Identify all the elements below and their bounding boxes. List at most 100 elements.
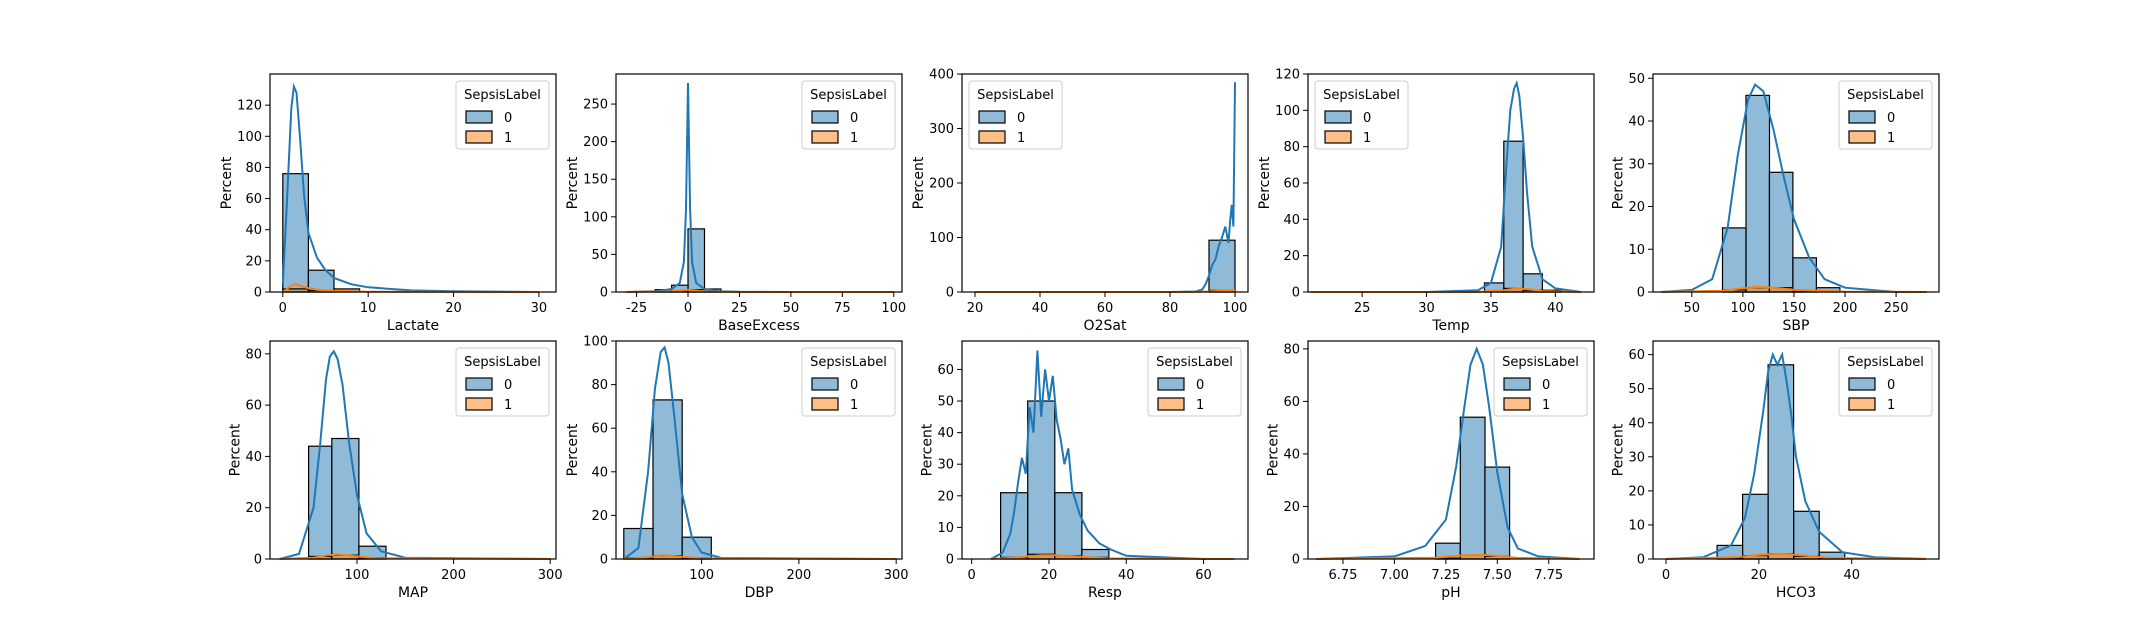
x-tick-label: 300: [538, 568, 563, 583]
kde-curve-series-1: [279, 553, 551, 560]
kde-curve-series-0: [990, 350, 1235, 560]
y-tick-label: 100: [583, 210, 608, 225]
kde-curve-series-0: [975, 82, 1236, 293]
x-tick-label: 25: [731, 301, 748, 316]
legend-swatch-0: [1848, 110, 1876, 124]
legend: SepsisLabel 0 1: [1314, 80, 1409, 150]
y-tick-label: 0: [1637, 286, 1645, 301]
legend-title: SepsisLabel: [810, 88, 887, 103]
y-tick-label: 100: [583, 335, 608, 350]
y-tick-label: 60: [1283, 177, 1300, 192]
legend-swatch-0: [1848, 377, 1876, 391]
x-tick-label: 40: [1843, 568, 1860, 583]
legend: SepsisLabel 0 1: [455, 347, 550, 417]
y-tick-label: 40: [245, 450, 262, 465]
bar-series-0-bin-2: [1767, 364, 1795, 560]
y-tick-label: 80: [245, 161, 262, 176]
x-tick-label: 40: [1118, 568, 1135, 583]
y-tick-label: 40: [937, 426, 954, 441]
y-tick-label: 60: [245, 399, 262, 414]
bar-series-0-bin-1: [652, 399, 683, 560]
legend-swatch-0: [1324, 110, 1352, 124]
subplot-baseexcess: -25 0 25 50 75 100 0 50 100 150 200 250 BaseExcess Pe…: [565, 73, 906, 334]
x-axis-label: Temp: [1431, 318, 1469, 334]
y-axis-label: Percent: [227, 423, 243, 476]
y-tick-label: 50: [1628, 72, 1645, 87]
y-axis-label: Percent: [1257, 156, 1273, 209]
axes-frame: [615, 340, 903, 560]
x-tick-label: 100: [881, 301, 906, 316]
y-tick-label: 200: [929, 177, 954, 192]
x-tick-label: 250: [1884, 301, 1909, 316]
subplot-dbp: 100 200 300 0 20 40 60 80 100 DBP Percent SepsisLab…: [565, 335, 908, 602]
y-tick-label: 80: [1283, 342, 1300, 357]
x-tick-label: 30: [1418, 301, 1435, 316]
legend-title: SepsisLabel: [464, 88, 541, 103]
bar-series-0-bin-2: [1768, 171, 1794, 293]
x-tick-label: 40: [1032, 301, 1049, 316]
x-tick-label: 300: [884, 568, 909, 583]
legend-entry-0: 0: [504, 111, 512, 126]
y-tick-label: 50: [1628, 382, 1645, 397]
y-tick-label: 0: [1292, 286, 1300, 301]
y-tick-label: 100: [929, 231, 954, 246]
legend-entry-1: 1: [1542, 398, 1550, 413]
legend-title: SepsisLabel: [1847, 355, 1924, 370]
legend-swatch-1: [1324, 130, 1352, 144]
y-tick-label: 100: [237, 130, 262, 145]
subplot-hco3: 0 20 400102030405060HCO3PercentSepsisLabel…: [1610, 340, 1940, 601]
x-axis-label: Resp: [1088, 585, 1122, 601]
x-axis-label: HCO3: [1776, 585, 1816, 601]
legend-entry-0: 0: [1887, 111, 1895, 126]
legend-title: SepsisLabel: [1323, 88, 1400, 103]
y-axis-label: Percent: [911, 156, 927, 209]
kde-curve-series-0: [281, 82, 539, 293]
y-tick-label: 300: [929, 122, 954, 137]
x-tick-label: 60: [1097, 301, 1114, 316]
x-tick-label: 6.75: [1329, 568, 1358, 583]
legend-entry-0: 0: [1887, 378, 1895, 393]
x-tick-label: 80: [1162, 301, 1179, 316]
x-tick-label: 7.75: [1534, 568, 1563, 583]
x-tick-label: 25: [1354, 301, 1371, 316]
y-tick-label: 0: [1637, 553, 1645, 568]
x-tick-label: 20: [1751, 568, 1768, 583]
legend-swatch-0: [811, 377, 839, 391]
x-tick-label: 40: [1547, 301, 1564, 316]
x-tick-label: 200: [441, 568, 466, 583]
y-tick-label: 50: [591, 248, 608, 263]
y-tick-label: 0: [946, 553, 954, 568]
y-tick-label: 100: [1275, 104, 1300, 119]
x-tick-label: 50: [1684, 301, 1701, 316]
legend-title: SepsisLabel: [464, 355, 541, 370]
legend: SepsisLabel 0 1: [455, 80, 550, 150]
x-tick-label: 100: [1223, 301, 1248, 316]
kde-curve-series-0: [623, 345, 897, 560]
legend-swatch-1: [465, 397, 493, 411]
y-tick-label: 80: [1283, 140, 1300, 155]
subplot-sbp: 50 100 150 200 25001020304050SBPPercentSepsi…: [1610, 72, 1940, 334]
y-tick-label: 80: [245, 347, 262, 362]
y-axis-label: Percent: [1610, 423, 1626, 476]
subplot-lactate: 0 10 20 30020406080100120LactatePercentSeps…: [219, 73, 557, 334]
subplot-resp: 0 20 40 600102030405060RespPercentSepsisLab…: [919, 340, 1249, 601]
bar-series-0-bin-0: [308, 445, 333, 560]
bar-series-0-bin-3: [1793, 510, 1820, 560]
bar-series-0-bin-2: [1054, 492, 1083, 560]
y-axis-label: Percent: [1265, 423, 1281, 476]
x-tick-label: 7.50: [1483, 568, 1512, 583]
y-tick-label: 20: [1628, 200, 1645, 215]
legend: SepsisLabel 0 1: [801, 347, 896, 417]
y-tick-label: 30: [1628, 450, 1645, 465]
legend-entry-0: 0: [850, 111, 858, 126]
legend-swatch-1: [1848, 130, 1876, 144]
legend-title: SepsisLabel: [977, 88, 1054, 103]
axes-frame: [1307, 340, 1595, 560]
legend-swatch-0: [1157, 377, 1185, 391]
x-tick-label: 7.25: [1431, 568, 1460, 583]
y-axis-label: Percent: [219, 156, 235, 209]
x-tick-label: 35: [1483, 301, 1500, 316]
x-axis-label: SBP: [1783, 318, 1810, 334]
legend-swatch-1: [811, 130, 839, 144]
